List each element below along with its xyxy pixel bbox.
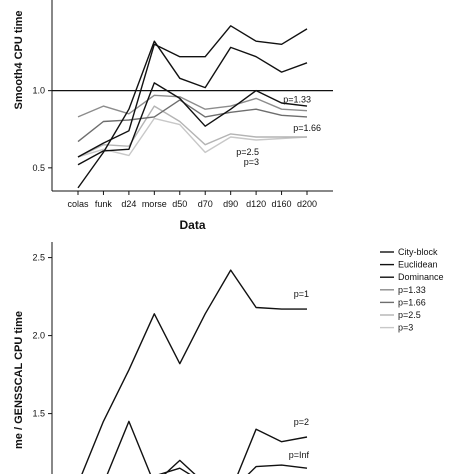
legend-label: p=1.33 bbox=[398, 285, 426, 295]
x-tick-label: d160 bbox=[272, 199, 292, 209]
y-tick-label: 1.5 bbox=[32, 409, 45, 419]
legend-label: City-block bbox=[398, 247, 438, 257]
series-annotation: p=Inf bbox=[289, 450, 310, 460]
series-line-dominance bbox=[158, 464, 308, 474]
series-line-p-1-33 bbox=[77, 94, 308, 118]
series-line-euclidean bbox=[106, 420, 308, 474]
series-annotation: p=2.5 bbox=[236, 147, 259, 157]
series-lines bbox=[81, 269, 308, 474]
bottom-chart: 1.5 2.0 2.5 me / GENSSCAL CPU time p=1 p=2 p=I… bbox=[13, 242, 309, 474]
series-line-city-block bbox=[81, 269, 307, 474]
x-tick-label: d90 bbox=[223, 199, 238, 209]
series-annotation: p=1.66 bbox=[293, 123, 321, 133]
y-tick-label: 2.0 bbox=[32, 331, 45, 341]
series-line-p-1-66 bbox=[77, 99, 308, 143]
y-tick-label: 2.5 bbox=[32, 253, 45, 263]
series-line-city-block bbox=[77, 40, 308, 189]
x-tick-label: morse bbox=[142, 199, 167, 209]
x-axis-title: Data bbox=[179, 218, 205, 232]
x-tick-label: funk bbox=[95, 199, 113, 209]
y-axis-title: me / GENSSCAL CPU time bbox=[13, 311, 25, 449]
series-line-p-3 bbox=[77, 117, 308, 158]
chart-legend: City-block Euclidean Dominance p=1.33 p=1.66… bbox=[380, 247, 444, 333]
legend-label: Euclidean bbox=[398, 260, 438, 270]
series-line-p-2-5 bbox=[77, 105, 307, 158]
y-axis-title: Smooth4 CPU time bbox=[13, 10, 25, 109]
legend-label: Dominance bbox=[398, 272, 444, 282]
x-tick-label: d24 bbox=[121, 199, 136, 209]
series-annotation: p=1.33 bbox=[283, 95, 311, 105]
series-annotation: p=1 bbox=[294, 289, 309, 299]
x-tick-label: d50 bbox=[172, 199, 187, 209]
series-line-dominance bbox=[77, 25, 308, 158]
series-annotation: p=2 bbox=[294, 417, 309, 427]
legend-label: p=1.66 bbox=[398, 297, 426, 307]
y-tick-label: 0.5 bbox=[32, 163, 45, 173]
series-lines bbox=[77, 25, 308, 189]
x-tick-label: colas bbox=[67, 199, 89, 209]
x-tick-label: d70 bbox=[198, 199, 213, 209]
series-annotation: p=3 bbox=[244, 157, 259, 167]
x-tick-label: d120 bbox=[246, 199, 266, 209]
series-line-euclidean bbox=[77, 82, 308, 166]
legend-label: p=3 bbox=[398, 323, 413, 333]
y-tick-label: 1.0 bbox=[32, 86, 45, 96]
top-chart: 0.5 1.0 colas funk d24 morse d50 d70 d90 d120 d160… bbox=[13, 0, 333, 232]
x-tick-label: d200 bbox=[297, 199, 317, 209]
legend-label: p=2.5 bbox=[398, 310, 421, 320]
